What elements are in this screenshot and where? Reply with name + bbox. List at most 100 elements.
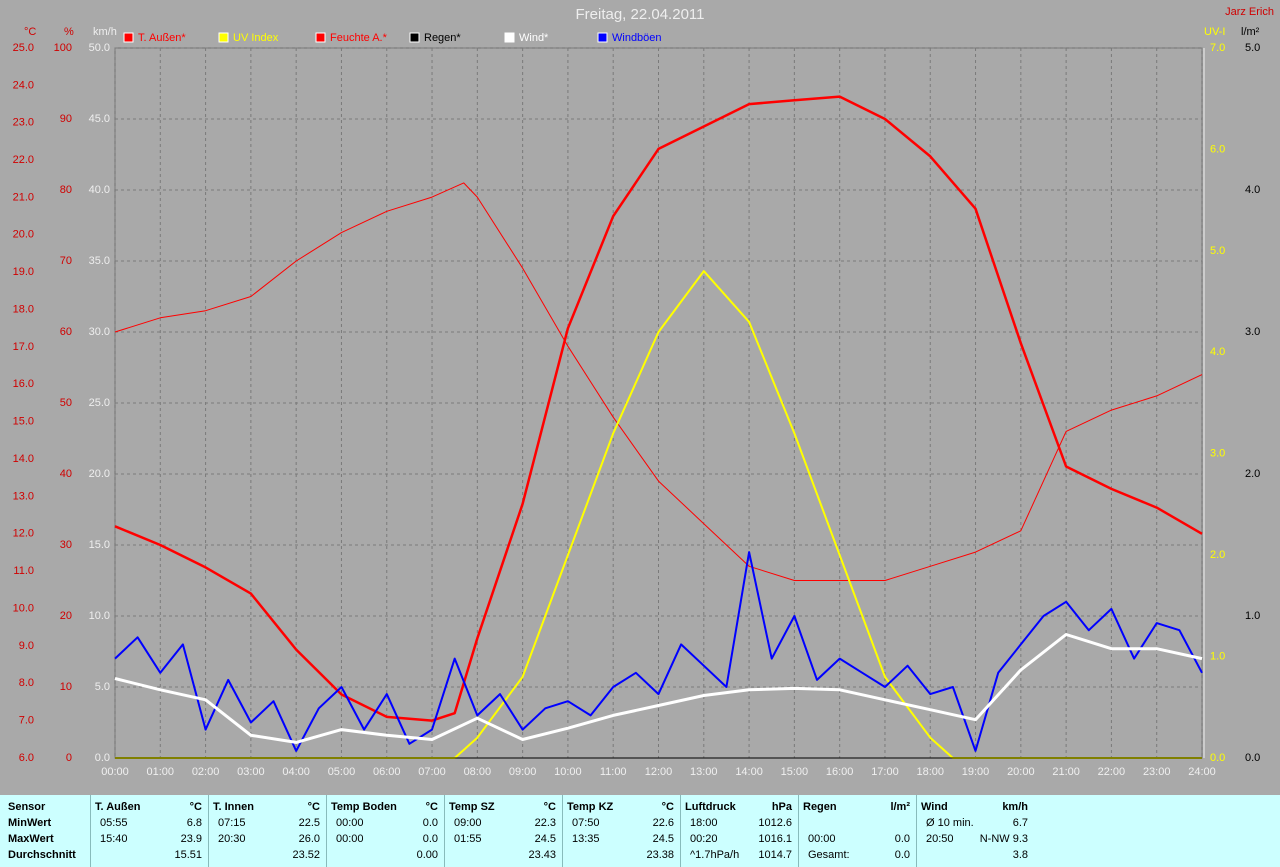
x-tick-label: 07:00 [418,766,446,778]
column-separator [444,795,445,867]
legend-label: UV Index [233,32,279,44]
x-tick-label: 08:00 [464,766,492,778]
cell-time: ^1.7hPa/h [690,849,740,861]
y-tick-label: 15.0 [89,539,110,551]
cell-value: 0.0 [894,849,910,861]
y-tick-label: 3.0 [1210,448,1225,460]
x-tick-label: 19:00 [962,766,990,778]
y-tick-label: 10.0 [13,602,34,614]
y-tick-label: 10.0 [89,610,110,622]
cell-value: 23.43 [528,849,556,861]
x-tick-label: 06:00 [373,766,401,778]
cell-value: 22.6 [652,817,674,829]
y-tick-label: 40.0 [89,184,110,196]
y-tick-label: 19.0 [13,266,34,278]
y-tick-label: 50.0 [89,42,110,54]
axis-unit: °C [24,26,36,38]
cell-value: 0.0 [422,833,438,845]
y-tick-label: 25.0 [89,397,110,409]
cell-time: 00:00 [336,833,364,845]
cell-value: 1012.6 [758,817,792,829]
column-unit: hPa [771,801,792,813]
x-tick-label: 09:00 [509,766,537,778]
x-tick-label: 24:00 [1188,766,1216,778]
cell-time: 07:15 [218,817,246,829]
cell-time: 20:30 [218,833,246,845]
legend-swatch [218,32,229,43]
y-tick-label: 20.0 [13,229,34,241]
cell-time: 00:20 [690,833,718,845]
x-tick-label: 15:00 [781,766,809,778]
y-tick-label: 30 [60,539,72,551]
y-tick-label: 0.0 [95,752,110,764]
legend-label: T. Außen* [138,32,186,44]
cell-value: 3.8 [1012,849,1028,861]
column-name: Luftdruck [685,801,736,813]
cell-value: N-NW 9.3 [979,833,1028,845]
x-tick-label: 21:00 [1052,766,1080,778]
column-separator [326,795,327,867]
y-tick-label: 0.0 [1245,752,1260,764]
cell-value: 6.7 [1012,817,1028,829]
y-tick-label: 2.0 [1210,549,1225,561]
cell-value: 26.0 [298,833,320,845]
chart: Freitag, 22.04.2011 Jarz Erich 00:00 01:0… [12,5,1274,778]
y-tick-label: 16.0 [13,378,34,390]
legend-label: Windböen [612,32,662,44]
cell-value: 24.5 [534,833,556,845]
cell-value: 23.52 [292,849,320,861]
y-tick-label: 8.0 [19,677,34,689]
y-tick-label: 20.0 [89,468,110,480]
y-tick-label: 6.0 [19,752,34,764]
y-tick-label: 18.0 [13,303,34,315]
y-tick-label: 35.0 [89,255,110,267]
x-tick-label: 18:00 [916,766,944,778]
column-unit: °C [307,801,320,813]
y-tick-label: 0 [66,752,72,764]
column-unit: l/m² [890,801,910,813]
cell-time: 07:50 [572,817,600,829]
x-tick-label: 23:00 [1143,766,1171,778]
y-tick-label: 15.0 [13,416,34,428]
x-tick-label: 16:00 [826,766,854,778]
cell-value: 15.51 [174,849,202,861]
cell-time: 13:35 [572,833,600,845]
y-tick-label: 45.0 [89,113,110,125]
cell-time: Gesamt: [808,849,850,861]
column-name: T. Außen [95,801,141,813]
legend-label: Wind* [519,32,549,44]
legend-label: Regen* [424,32,461,44]
cell-value: 1014.7 [758,849,792,861]
x-tick-label: 11:00 [600,766,627,778]
y-tick-label: 5.0 [1245,42,1260,54]
y-tick-label: 60 [60,326,72,338]
author: Jarz Erich [1225,6,1274,18]
cell-value: 0.0 [894,833,910,845]
y-tick-label: 30.0 [89,326,110,338]
legend-label: Feuchte A.* [330,32,388,44]
y-tick-label: 20 [60,610,72,622]
column-unit: km/h [1002,801,1028,813]
legend-swatch [504,32,515,43]
y-tick-label: 17.0 [13,341,34,353]
column-name: Regen [803,801,837,813]
x-tick-label: 00:00 [101,766,129,778]
column-unit: °C [189,801,202,813]
y-tick-label: 100 [54,42,72,54]
x-tick-label: 20:00 [1007,766,1035,778]
table-header: Sensor [8,801,46,813]
y-tick-label: 90 [60,113,72,125]
cell-value: 23.38 [646,849,674,861]
legend-swatch [123,32,134,43]
column-name: Temp SZ [449,801,495,813]
y-tick-label: 5.0 [1210,245,1225,257]
cell-value: 1016.1 [758,833,792,845]
cell-time: 20:50 [926,833,954,845]
cell-value: 0.0 [422,817,438,829]
cell-time: 00:00 [808,833,836,845]
cell-time: 05:55 [100,817,128,829]
cell-value: 22.3 [534,817,556,829]
y-tick-label: 40 [60,468,72,480]
legend-swatch [597,32,608,43]
